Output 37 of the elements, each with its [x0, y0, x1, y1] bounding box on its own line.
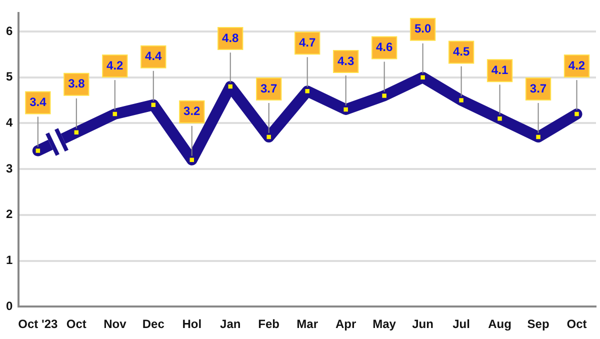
y-tick-label: 6	[6, 24, 13, 38]
x-tick-label: Jan	[220, 317, 241, 332]
x-tick-label: May	[372, 317, 396, 332]
x-tick-label: Apr	[335, 317, 356, 332]
y-tick-label: 3	[6, 161, 13, 176]
x-tick-label: Oct '23	[18, 317, 58, 332]
text: 4.5	[452, 44, 470, 59]
y-tick-label: 1	[6, 253, 13, 268]
text: 5.0	[414, 22, 432, 36]
x-tick-label: Oct	[66, 317, 86, 332]
text: 3.7	[260, 81, 278, 96]
x-tick-label: Hol	[182, 317, 202, 332]
x-tick-label: Aug	[488, 317, 512, 332]
y-tick-label: 5	[6, 70, 13, 84]
text: 4.1	[491, 62, 508, 77]
text: 4.2	[568, 58, 586, 72]
x-tick-label: Feb	[258, 317, 280, 332]
x-tick-label: Mar	[296, 317, 318, 332]
x-tick-label: Sep	[527, 317, 550, 332]
text: 3.4	[30, 95, 46, 110]
text: 4.8	[222, 30, 239, 45]
text: 3.7	[530, 81, 547, 96]
y-tick-label: 0	[6, 298, 13, 313]
y-tick-label: 2	[6, 207, 13, 222]
x-tick-label: Oct	[566, 317, 587, 332]
x-tick-label: Nov	[104, 317, 127, 332]
text: 4.7	[298, 35, 316, 50]
y-tick-label: 4	[6, 116, 13, 130]
text: 4.3	[337, 54, 354, 68]
text: 3.2	[184, 104, 200, 118]
text: 4.6	[376, 40, 393, 54]
text: 4.2	[106, 58, 124, 72]
x-tick-label: Jul	[452, 317, 470, 332]
text: 3.8	[68, 76, 85, 91]
x-tick-label: Dec	[142, 317, 165, 332]
text: 4.4	[145, 49, 162, 64]
x-tick-label: Jun	[412, 317, 434, 332]
